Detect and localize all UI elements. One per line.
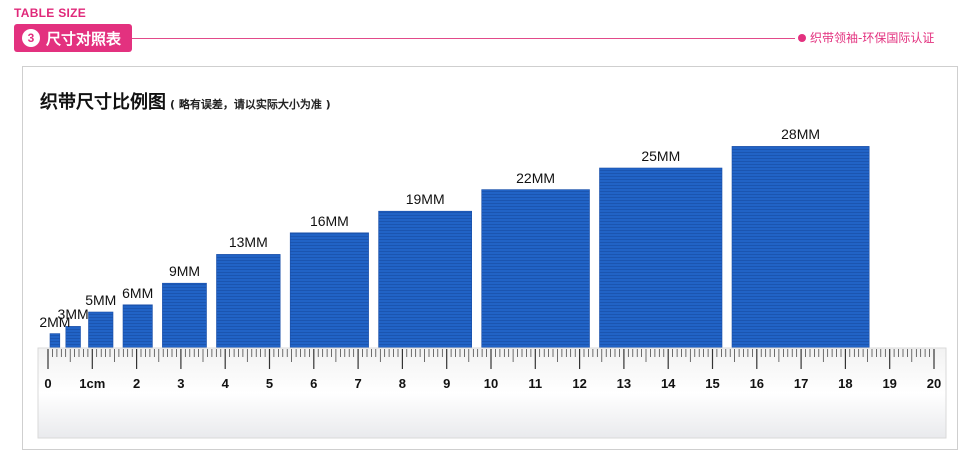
ruler-tick-label: 16: [749, 376, 765, 391]
ruler-tick-label: 14: [660, 376, 676, 391]
ruler-tick-label: 17: [793, 376, 809, 391]
ruler-tick-label: 11: [528, 376, 543, 391]
ribbon-size-label: 16MM: [309, 212, 349, 229]
ruler-tick-label: 20: [926, 376, 942, 391]
bullet-dot-icon: [798, 34, 806, 42]
ruler-tick-label: 3: [177, 376, 185, 391]
ribbon-6mm: [122, 304, 153, 349]
ribbon-13mm: [216, 254, 281, 349]
ruler-tick-label: 9: [443, 376, 451, 391]
ruler-tick-label: 8: [398, 376, 407, 391]
ruler-tick-label: 0: [44, 376, 52, 391]
ruler-body: [37, 347, 947, 439]
ribbon-size-label: 3MM: [57, 306, 89, 323]
ribbon-19mm: [378, 210, 473, 349]
ruler-tick-label: 2: [132, 376, 141, 391]
ribbon-size-label: 22MM: [516, 169, 556, 186]
section-number-badge: 3: [22, 29, 40, 47]
ruler-tick-label: 6: [310, 376, 318, 391]
ribbon-16mm: [289, 232, 369, 349]
ruler-tick-label: 19: [882, 376, 897, 391]
ribbon-size-label: 28MM: [781, 126, 821, 143]
chart-title-note: ( 略有误差，请以实际大小为准 ): [170, 98, 331, 111]
ruler-tick-label: 12: [572, 376, 587, 391]
section-title: 尺寸对照表: [46, 29, 122, 48]
ruler-tick-label: 15: [705, 376, 720, 391]
ruler-tick-label: 4: [221, 376, 229, 391]
ribbon-28mm: [731, 146, 870, 349]
ribbon-size-label: 9MM: [168, 263, 201, 280]
chart-title: 织带尺寸比例图 ( 略有误差，请以实际大小为准 ): [40, 88, 331, 114]
certification-tagline: 织带领袖-环保国际认证: [810, 31, 935, 45]
ribbon-size-label: 13MM: [228, 234, 268, 251]
ribbon-size-label: 25MM: [641, 148, 681, 164]
header-divider: [120, 38, 795, 39]
ribbon-22mm: [481, 189, 590, 349]
ribbon-size-label: 2MM: [39, 313, 71, 330]
ribbon-size-label: 5MM: [85, 292, 117, 308]
ribbon-5mm: [88, 311, 114, 349]
section-header: 3 尺寸对照表: [14, 24, 132, 52]
ruler-tick-label: 13: [616, 376, 632, 391]
ruler-tick-label: 1cm: [79, 376, 106, 391]
ruler-tick-label: 7: [354, 376, 362, 391]
ribbon-9mm: [162, 282, 207, 349]
chart-title-main: 织带尺寸比例图: [40, 92, 166, 113]
ruler-tick-label: 10: [483, 376, 499, 391]
ribbon-size-label: 19MM: [405, 191, 445, 208]
ruler-tick-label: 18: [838, 376, 853, 391]
ribbon-25mm: [599, 167, 723, 349]
section-eyebrow: TABLE SIZE: [14, 6, 87, 20]
ribbon-size-label: 6MM: [122, 284, 154, 301]
ruler-tick-label: 5: [265, 376, 274, 391]
